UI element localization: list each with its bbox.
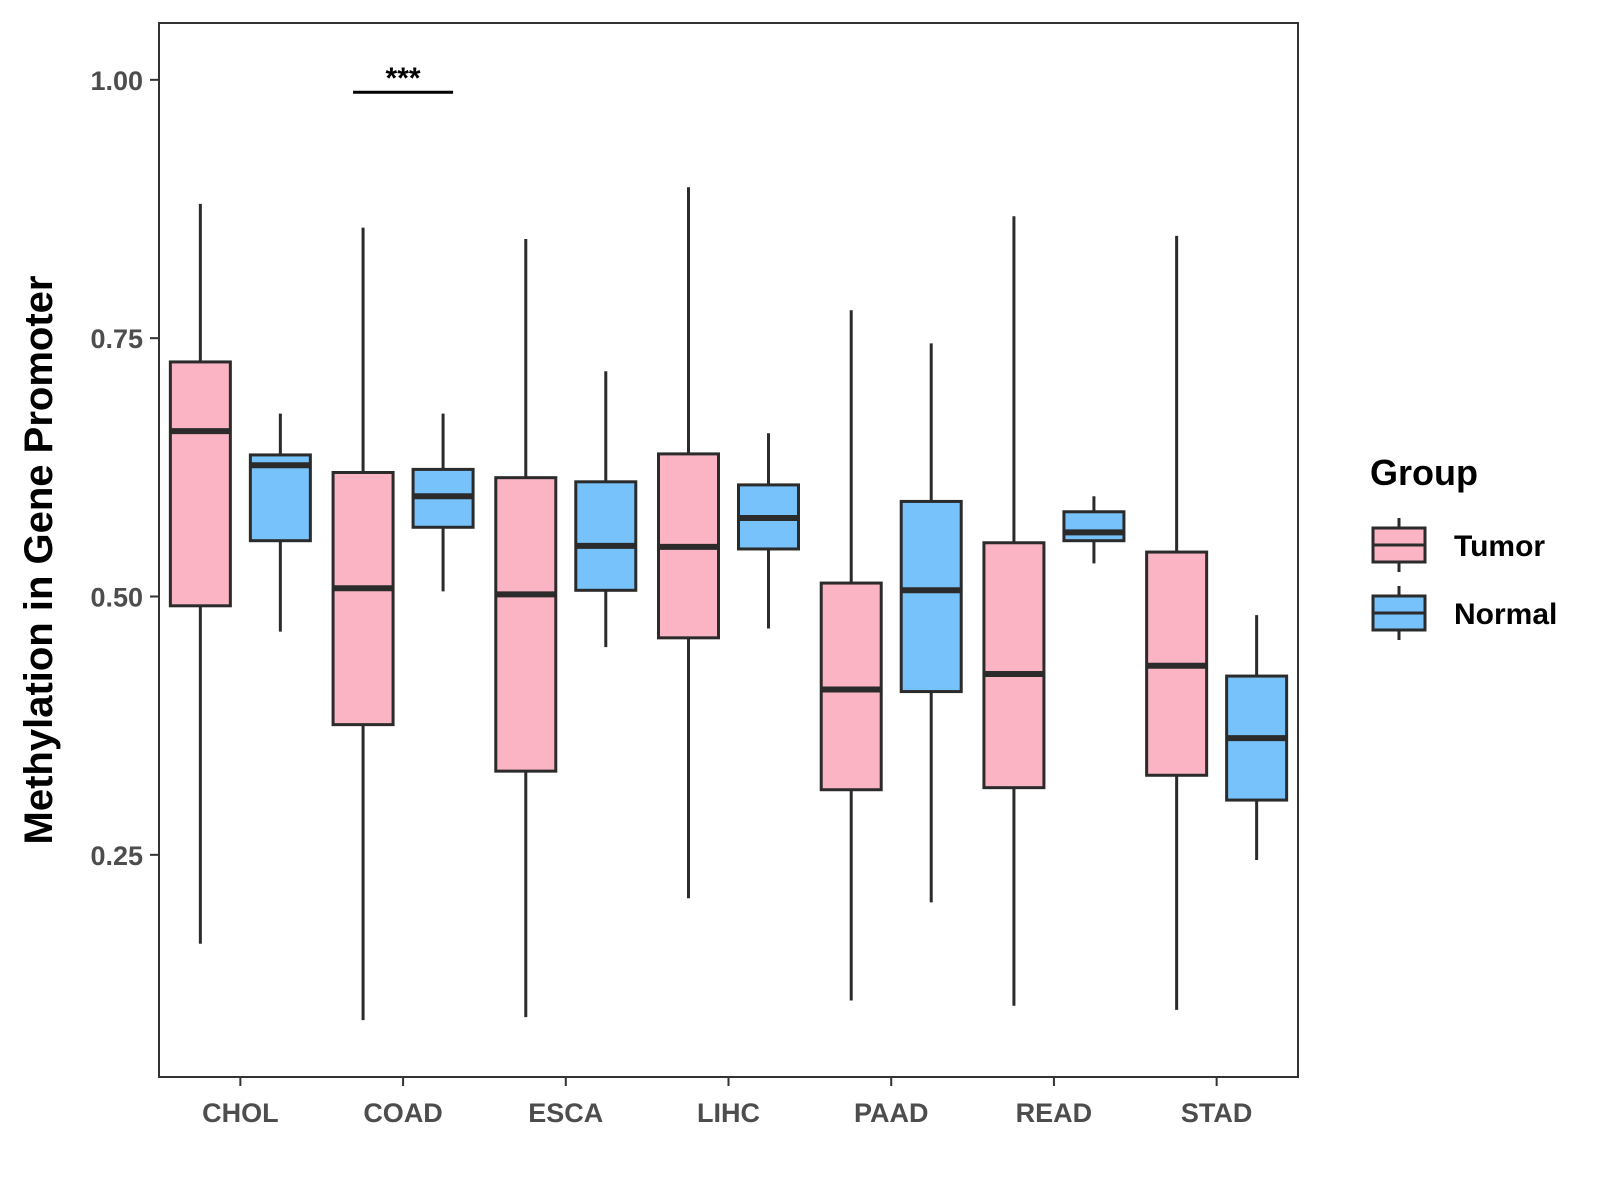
y-tick-label: 0.50 bbox=[90, 583, 143, 613]
box-iqr bbox=[982, 541, 1046, 790]
plot-panel bbox=[158, 22, 1299, 1078]
box-iqr bbox=[331, 471, 395, 727]
box-iqr bbox=[494, 476, 558, 773]
y-axis-title: Methylation in Gene Promoter bbox=[17, 276, 61, 845]
x-tick-label: CHOL bbox=[202, 1098, 279, 1128]
legend-item-normal: Normal bbox=[1371, 586, 1557, 640]
y-tick-label: 0.25 bbox=[90, 841, 143, 871]
x-tick-label: PAAD bbox=[854, 1098, 929, 1128]
normal-box-chol bbox=[248, 413, 312, 632]
normal-box-paad bbox=[899, 343, 963, 903]
tumor-box-stad bbox=[1145, 235, 1209, 1010]
x-tick-label: ESCA bbox=[528, 1098, 603, 1128]
legend-label: Normal bbox=[1454, 598, 1557, 631]
normal-box-esca bbox=[574, 371, 638, 648]
tumor-box-read bbox=[982, 216, 1046, 1006]
legend: Group Tumor Normal bbox=[1370, 452, 1557, 640]
y-axis: 0.25 0.50 0.75 1.00 bbox=[90, 66, 159, 871]
normal-box-read bbox=[1062, 496, 1126, 564]
x-tick-label: READ bbox=[1016, 1098, 1093, 1128]
normal-box-lihc bbox=[737, 433, 800, 629]
box-iqr bbox=[819, 581, 883, 792]
tumor-box-coad bbox=[331, 227, 395, 1021]
y-tick-label: 1.00 bbox=[90, 66, 143, 96]
tumor-box-esca bbox=[494, 238, 558, 1018]
x-tick-label: STAD bbox=[1181, 1098, 1253, 1128]
box-iqr bbox=[168, 360, 232, 608]
x-axis: CHOL COAD ESCA LIHC PAAD READ STAD bbox=[202, 1077, 1252, 1128]
normal-box-stad bbox=[1225, 615, 1289, 860]
box-iqr bbox=[899, 499, 963, 694]
box-iqr bbox=[574, 480, 638, 592]
box-iqr bbox=[1062, 510, 1126, 543]
tumor-box-chol bbox=[168, 203, 232, 944]
normal-box-coad bbox=[411, 413, 475, 592]
x-tick-label: LIHC bbox=[697, 1098, 760, 1128]
legend-label: Tumor bbox=[1454, 530, 1545, 563]
box-series bbox=[168, 187, 1289, 1021]
tumor-box-lihc bbox=[657, 187, 720, 899]
legend-item-tumor: Tumor bbox=[1371, 518, 1545, 572]
significance-annotations: *** bbox=[353, 62, 454, 95]
y-tick-label: 0.75 bbox=[90, 324, 143, 354]
x-tick-label: COAD bbox=[363, 1098, 443, 1128]
significance-stars: *** bbox=[386, 62, 421, 95]
tumor-box-paad bbox=[819, 310, 883, 1001]
box-iqr bbox=[248, 453, 312, 543]
legend-title: Group bbox=[1370, 452, 1478, 493]
